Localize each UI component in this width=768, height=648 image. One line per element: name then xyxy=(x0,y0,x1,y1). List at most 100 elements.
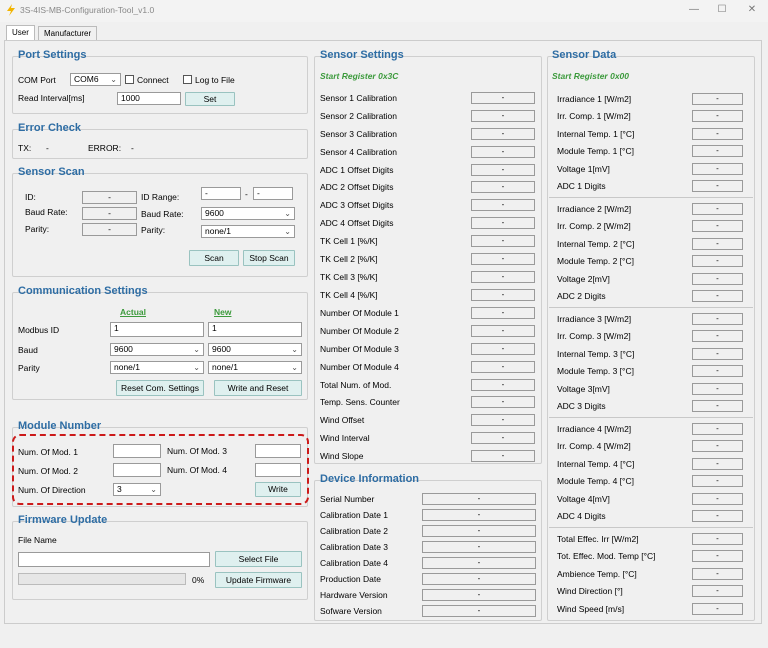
scan-baud-label: Baud Rate: xyxy=(25,207,68,217)
device-info-value: - xyxy=(422,573,536,585)
sensor-data-value: - xyxy=(692,180,743,192)
reset-com-settings-button[interactable]: Reset Com. Settings xyxy=(116,380,204,396)
modbus-id-new-input[interactable]: 1 xyxy=(208,322,302,337)
modbus-id-actual-input[interactable]: 1 xyxy=(110,322,204,337)
connect-checkbox[interactable] xyxy=(125,75,134,84)
tab-manufacturer[interactable]: Manufacturer xyxy=(38,26,98,40)
update-firmware-button[interactable]: Update Firmware xyxy=(215,572,302,588)
sensor-setting-label: ADC 1 Offset Digits xyxy=(320,165,394,175)
error-value: - xyxy=(131,143,134,153)
module-number-title: Module Number xyxy=(18,420,102,432)
sensor-data-value: - xyxy=(692,93,743,105)
sensor-data-start-register: Start Register 0x00 xyxy=(552,71,630,81)
num-direction-select[interactable]: 3 ⌄ xyxy=(113,483,161,496)
baud-label: Baud xyxy=(18,345,38,355)
sensor-data-value: - xyxy=(692,458,743,470)
sensor-data-label: Module Temp. 4 [°C] xyxy=(557,476,634,486)
sensor-setting-label: Sensor 2 Calibration xyxy=(320,111,398,121)
device-info-label: Hardware Version xyxy=(320,590,388,600)
sensor-data-group xyxy=(547,56,755,621)
sensor-setting-value: - xyxy=(471,217,535,229)
num-mod-2-input[interactable] xyxy=(113,463,161,477)
sensor-setting-value: - xyxy=(471,289,535,301)
sensor-data-label: Irr. Comp. 3 [W/m2] xyxy=(557,331,631,341)
com-port-value: COM6 xyxy=(74,74,99,84)
sensor-setting-label: Sensor 3 Calibration xyxy=(320,129,398,139)
sensor-setting-value: - xyxy=(471,199,535,211)
sensor-data-value: - xyxy=(692,330,743,342)
file-name-input[interactable] xyxy=(18,552,210,567)
tx-label: TX: xyxy=(18,143,32,153)
highlight-annotation xyxy=(12,434,309,505)
sensor-setting-label: Number Of Module 1 xyxy=(320,308,399,318)
sensor-data-label: ADC 4 Digits xyxy=(557,511,606,521)
sensor-setting-value: - xyxy=(471,325,535,337)
baud-new-value: 9600 xyxy=(212,344,231,354)
new-header: New xyxy=(214,307,232,317)
device-info-value: - xyxy=(422,493,536,505)
sensor-settings-title: Sensor Settings xyxy=(320,49,404,61)
sensor-setting-value: - xyxy=(471,235,535,247)
firmware-progress-percent: 0% xyxy=(192,575,205,585)
select-file-button[interactable]: Select File xyxy=(215,551,302,567)
sensor-setting-label: TK Cell 2 [%/K] xyxy=(320,254,378,264)
sensor-data-label: Irradiance 2 [W/m2] xyxy=(557,204,632,214)
maximize-button[interactable]: ☐ xyxy=(717,4,727,15)
module-write-button[interactable]: Write xyxy=(255,482,301,497)
id-range-from-input[interactable]: - xyxy=(201,187,241,200)
sensor-data-label: ADC 1 Digits xyxy=(557,181,606,191)
baud-actual-value: 9600 xyxy=(114,344,133,354)
baud-actual-select[interactable]: 9600 ⌄ xyxy=(110,343,204,356)
sensor-settings-group xyxy=(314,56,542,464)
sensor-data-label: Wind Speed [m/s] xyxy=(557,604,625,614)
sensor-data-divider xyxy=(549,527,753,528)
device-info-label: Serial Number xyxy=(320,494,375,504)
sensor-setting-label: Total Num. of Mod. xyxy=(320,380,392,390)
stop-scan-button[interactable]: Stop Scan xyxy=(243,250,295,266)
parity-new-value: none/1 xyxy=(212,362,238,372)
sensor-setting-value: - xyxy=(471,414,535,426)
write-and-reset-button[interactable]: Write and Reset xyxy=(214,380,302,396)
sensor-setting-value: - xyxy=(471,110,535,122)
log-to-file-checkbox[interactable] xyxy=(183,75,192,84)
window-title: 3S-4IS-MB-Configuration-Tool_v1.0 xyxy=(20,5,155,15)
close-button[interactable]: ✕ xyxy=(747,4,757,15)
device-info-label: Sofware Version xyxy=(320,606,382,616)
communication-settings-group xyxy=(12,292,308,400)
device-info-value: - xyxy=(422,541,536,553)
scan-parity-label: Parity: xyxy=(25,224,50,234)
minimize-button[interactable]: — xyxy=(689,4,699,15)
sensor-data-label: Tot. Effec. Mod. Temp [°C] xyxy=(557,551,656,561)
set-button[interactable]: Set xyxy=(185,92,235,106)
sensor-data-title: Sensor Data xyxy=(552,49,617,61)
scan-parity-select[interactable]: none/1 ⌄ xyxy=(201,225,295,238)
sensor-data-value: - xyxy=(692,348,743,360)
firmware-update-group xyxy=(12,521,308,600)
baud-new-select[interactable]: 9600 ⌄ xyxy=(208,343,302,356)
com-port-select[interactable]: COM6 ⌄ xyxy=(70,73,121,86)
sensor-setting-label: Wind Interval xyxy=(320,433,370,443)
read-interval-input[interactable]: 1000 xyxy=(117,92,181,105)
sensor-data-value: - xyxy=(692,163,743,175)
sensor-data-value: - xyxy=(692,440,743,452)
parity-label: Parity xyxy=(18,363,40,373)
parity-actual-select[interactable]: none/1 ⌄ xyxy=(110,361,204,374)
sensor-data-value: - xyxy=(692,550,743,562)
error-check-group xyxy=(12,129,308,159)
num-mod-1-input[interactable] xyxy=(113,444,161,458)
id-range-to-input[interactable]: - xyxy=(253,187,293,200)
num-mod-4-input[interactable] xyxy=(255,463,301,477)
chevron-down-icon: ⌄ xyxy=(284,227,291,236)
parity-new-select[interactable]: none/1 ⌄ xyxy=(208,361,302,374)
sensor-data-label: Internal Temp. 2 [°C] xyxy=(557,239,635,249)
scan-baud-select[interactable]: 9600 ⌄ xyxy=(201,207,295,220)
sensor-data-value: - xyxy=(692,313,743,325)
sensor-data-label: Irr. Comp. 1 [W/m2] xyxy=(557,111,631,121)
sensor-setting-label: Number Of Module 4 xyxy=(320,362,399,372)
num-direction-label: Num. Of Direction xyxy=(18,485,86,495)
tab-user[interactable]: User xyxy=(6,25,35,41)
num-mod-3-input[interactable] xyxy=(255,444,301,458)
scan-button[interactable]: Scan xyxy=(189,250,239,266)
device-information-title: Device Information xyxy=(320,473,420,485)
sensor-data-label: Irradiance 1 [W/m2] xyxy=(557,94,632,104)
